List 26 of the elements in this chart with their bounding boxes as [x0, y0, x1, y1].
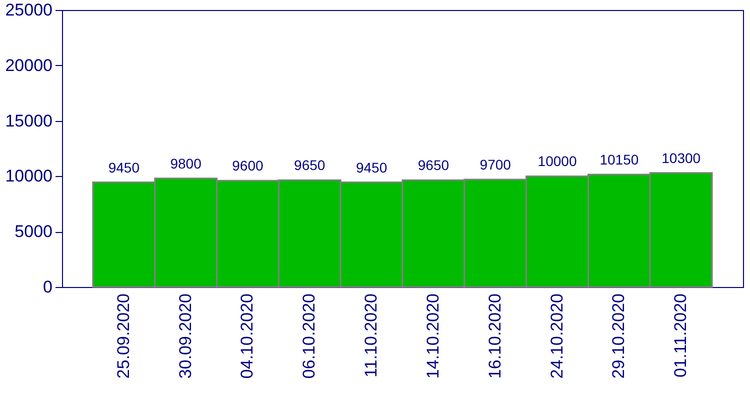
y-tick-label: 20000 [5, 56, 52, 75]
x-tick-label: 30.09.2020 [176, 294, 195, 379]
y-tick-label: 0 [43, 278, 52, 296]
x-tick-label: 29.10.2020 [609, 294, 628, 379]
x-tick-label: 16.10.2020 [485, 294, 504, 379]
data-label: 10000 [538, 153, 577, 170]
x-tick-label: 04.10.2020 [238, 294, 257, 379]
data-label: 9800 [170, 155, 202, 172]
data-label: 10300 [662, 150, 701, 166]
x-tick-label: 14.10.2020 [423, 294, 442, 379]
data-label: 9450 [108, 159, 140, 176]
y-tick-label: 25000 [5, 0, 52, 20]
data-label: 9600 [232, 158, 264, 174]
y-tick-label: 15000 [5, 111, 52, 130]
data-label: 9650 [294, 157, 326, 174]
data-label: 10150 [600, 152, 639, 168]
data-label: 9700 [480, 156, 512, 173]
x-tick-label: 25.09.2020 [114, 294, 133, 379]
data-label: 9450 [356, 159, 388, 176]
x-tick-label: 06.10.2020 [300, 294, 319, 379]
y-tick-label: 5000 [14, 222, 52, 242]
x-tick-label: 24.10.2020 [547, 294, 566, 379]
y-tick-label: 10000 [5, 166, 52, 186]
data-label: 9650 [418, 157, 450, 174]
x-tick-label: 11.10.2020 [362, 294, 381, 378]
x-tick-label: 01.11.2020 [671, 294, 690, 378]
